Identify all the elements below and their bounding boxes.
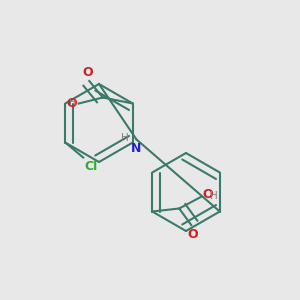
Text: H: H (121, 133, 129, 143)
Text: N: N (130, 142, 141, 155)
Text: H: H (69, 98, 76, 108)
Text: O: O (82, 66, 93, 79)
Text: O: O (67, 97, 77, 110)
Text: Cl: Cl (85, 160, 98, 173)
Text: H: H (210, 190, 218, 201)
Text: O: O (188, 228, 198, 241)
Text: O: O (202, 188, 213, 202)
